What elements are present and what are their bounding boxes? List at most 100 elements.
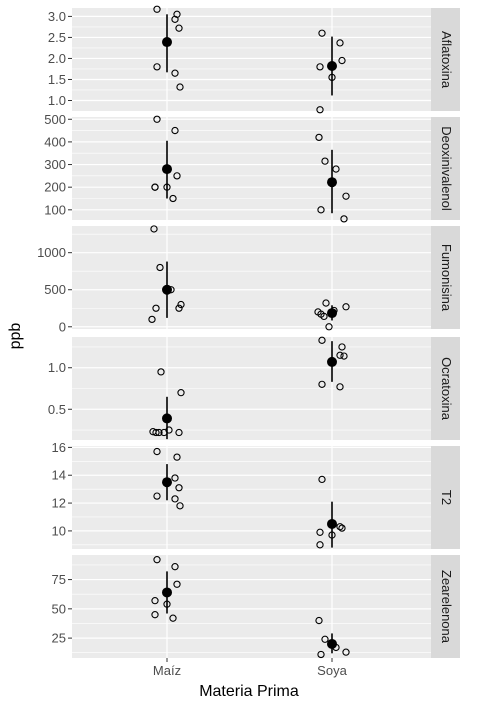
panel-background <box>72 555 431 658</box>
facet-deoxinivalenol: 100 200 300 400 500 Deoxinivalenol <box>44 112 460 223</box>
data-point <box>328 73 336 82</box>
data-point <box>173 580 181 588</box>
data-point <box>153 556 161 564</box>
y-tick-label: 0 <box>59 319 66 334</box>
facet-strip <box>431 446 460 549</box>
facet-ocratoxina: 0.5 1.0 Ocratoxina <box>48 336 460 440</box>
mean-point <box>162 587 172 598</box>
x-tick-label-maiz: Maíz <box>153 663 181 678</box>
y-tick-label: 12 <box>52 496 66 511</box>
data-point <box>336 351 344 359</box>
mean-point <box>162 477 172 488</box>
data-point <box>332 165 340 173</box>
y-tick-label: 2.5 <box>48 30 66 45</box>
data-point <box>171 15 179 24</box>
data-point <box>176 83 184 91</box>
data-point <box>317 206 325 214</box>
data-point <box>175 484 183 492</box>
x-axis: Maíz Soya Materia Prima <box>153 658 348 700</box>
data-point <box>173 172 181 180</box>
y-tick-label: 50 <box>52 601 66 616</box>
data-point <box>322 299 330 307</box>
data-point <box>171 126 179 135</box>
mean-point <box>327 61 337 72</box>
mean-point <box>327 518 337 529</box>
data-point <box>342 648 350 656</box>
data-point <box>171 495 179 503</box>
facet-strip-label: Ocratoxina <box>439 357 454 421</box>
y-tick-label: 10 <box>52 523 66 538</box>
y-tick-label: 0.5 <box>48 402 66 417</box>
mean-point <box>327 356 337 367</box>
mean-point <box>327 638 337 649</box>
y-tick-label: 400 <box>44 134 66 149</box>
data-point <box>151 596 159 605</box>
panel-background <box>72 8 431 111</box>
data-point <box>325 323 333 331</box>
data-point <box>171 563 179 571</box>
x-tick-label-soya: Soya <box>317 663 347 678</box>
data-point <box>336 39 344 47</box>
y-tick-label: 75 <box>52 572 66 587</box>
y-tick-label: 200 <box>44 180 66 195</box>
data-point <box>157 368 165 376</box>
data-point <box>342 303 350 311</box>
facet-strip-label: Zearelenona <box>439 570 454 644</box>
facet-zearelenona: 25 50 75 Zearelenona <box>52 555 460 659</box>
y-tick-label: 1.5 <box>48 72 66 87</box>
data-point <box>177 300 185 309</box>
data-point <box>152 428 160 437</box>
data-point <box>175 428 183 437</box>
data-point <box>315 616 323 625</box>
data-point <box>338 343 346 351</box>
mean-point <box>162 284 172 295</box>
data-point <box>328 531 336 539</box>
data-point <box>169 614 177 622</box>
data-point <box>318 380 326 388</box>
x-axis-title: Materia Prima <box>199 683 299 700</box>
mean-point <box>327 177 337 188</box>
y-tick-label: 300 <box>44 157 66 172</box>
y-tick-label: 25 <box>52 631 66 646</box>
facet-t2: 10 12 14 16 T2 <box>52 440 460 549</box>
data-point <box>338 524 346 532</box>
data-point <box>338 56 346 65</box>
y-tick-label: 500 <box>44 282 66 297</box>
data-point <box>316 63 324 71</box>
data-point <box>316 541 324 549</box>
data-point <box>160 428 168 437</box>
y-tick-label: 1.0 <box>48 93 66 108</box>
data-point <box>150 225 158 233</box>
data-point <box>163 183 171 191</box>
data-point <box>321 635 329 643</box>
data-point <box>175 24 183 32</box>
data-point <box>152 304 160 312</box>
data-point <box>153 5 161 13</box>
data-point <box>321 157 329 165</box>
data-point <box>318 475 326 484</box>
data-point <box>171 69 179 77</box>
y-tick-label: 1.0 <box>48 360 66 375</box>
data-point <box>315 133 323 142</box>
data-point <box>148 315 156 324</box>
data-point <box>316 106 324 114</box>
y-tick-label: 1000 <box>37 245 66 260</box>
panel-background <box>72 226 431 329</box>
data-point <box>318 29 326 37</box>
facet-strip <box>431 117 460 220</box>
data-point <box>153 447 161 456</box>
facet-strip-label: Deoxinivalenol <box>439 126 454 211</box>
data-point <box>153 63 161 71</box>
data-point <box>177 389 185 397</box>
facet-panels: 1.01.52.02.53.0Aflatoxina100200300400500… <box>37 5 460 659</box>
data-point <box>176 502 184 510</box>
y-tick-label: 3.0 <box>48 9 66 24</box>
mean-point <box>327 308 337 319</box>
facet-strip <box>431 337 460 440</box>
data-point <box>336 523 344 531</box>
data-point <box>151 611 159 619</box>
data-point <box>320 312 328 321</box>
facet-strip-label: Fumonisina <box>439 244 454 312</box>
data-point <box>175 304 183 312</box>
